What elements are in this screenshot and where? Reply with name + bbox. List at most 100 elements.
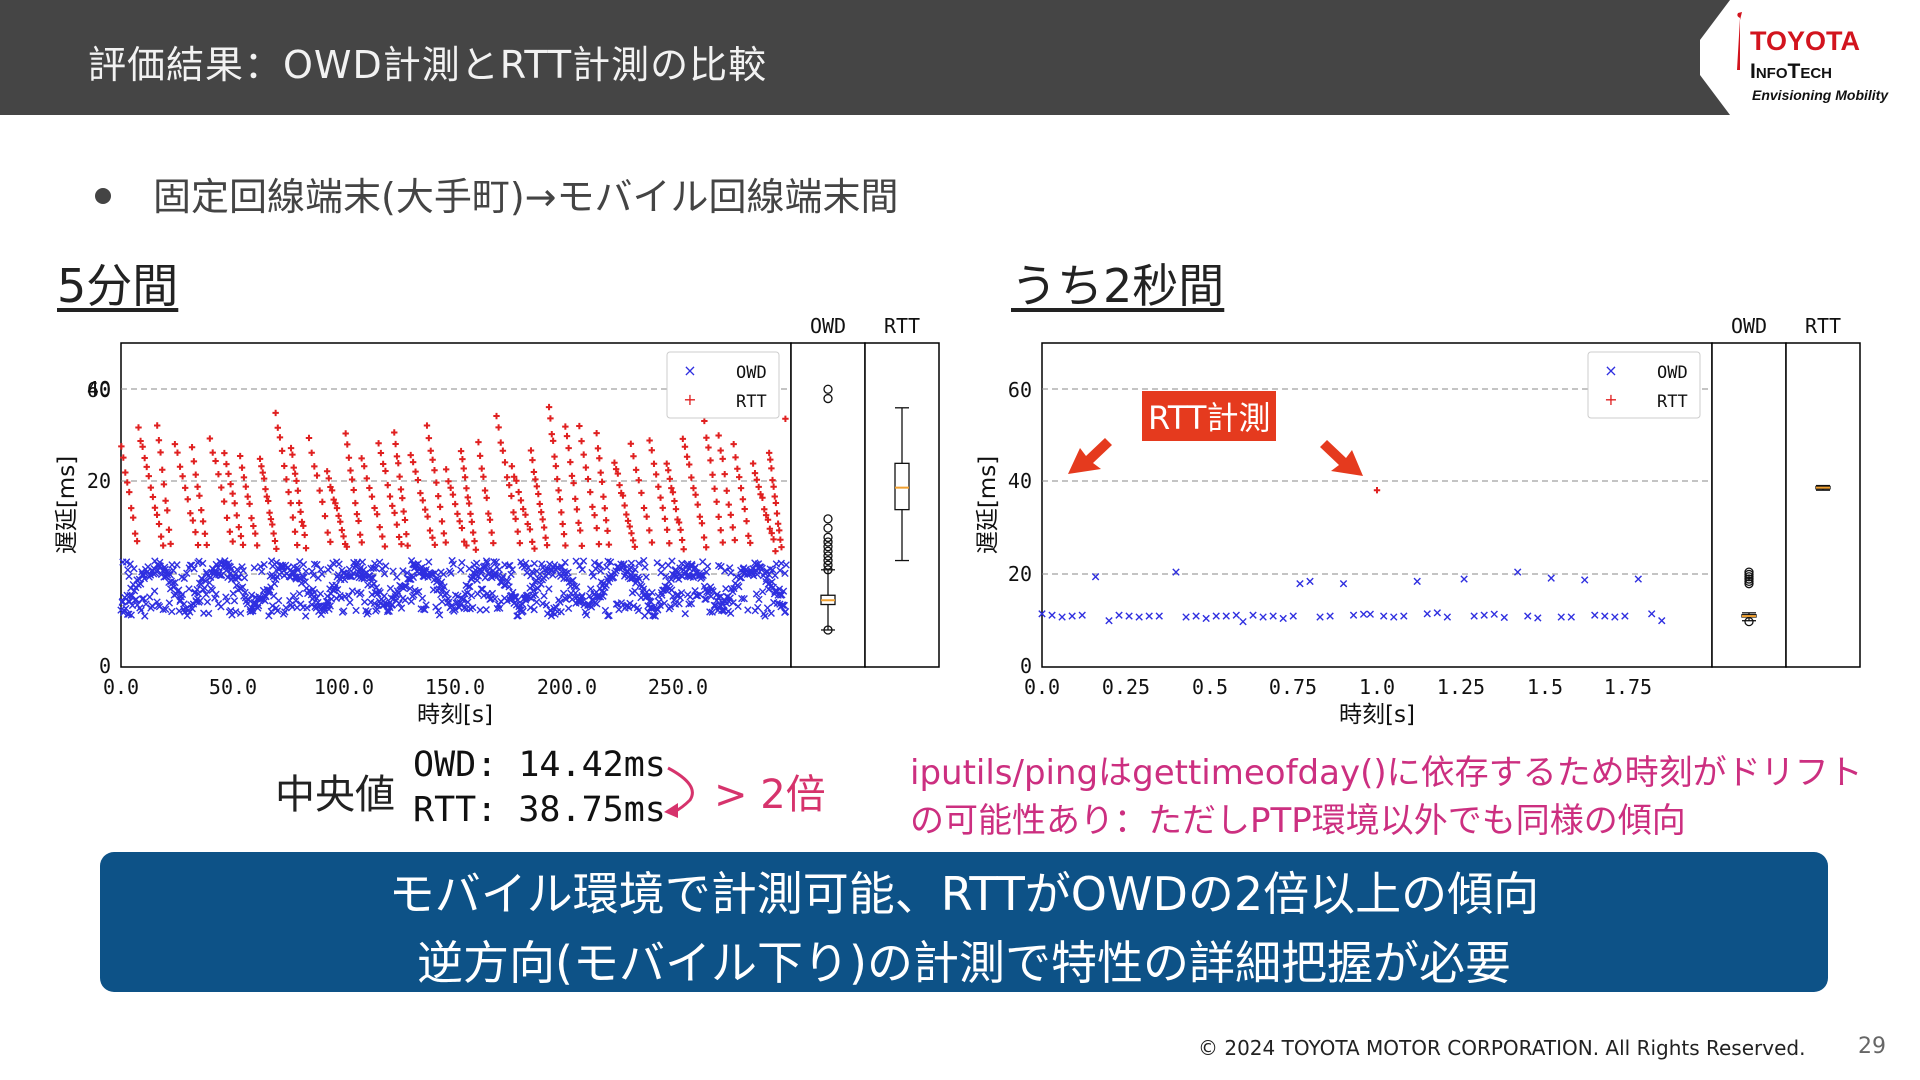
rtt-point [343, 543, 351, 550]
rtt-point [345, 454, 353, 461]
right-box-label-owd: OWD [1731, 314, 1767, 338]
rtt-point [762, 511, 770, 519]
owd-median: OWD: 14.42ms [413, 745, 666, 785]
owd-point [1547, 574, 1555, 582]
owd-point [726, 594, 734, 602]
owd-point [1212, 612, 1220, 620]
rtt-point [591, 511, 598, 519]
rtt-point [423, 422, 431, 429]
rtt-point [118, 443, 125, 450]
rtt-point [532, 476, 539, 483]
rtt-point [587, 488, 594, 496]
owd-point [141, 612, 149, 620]
owd-point [369, 574, 377, 582]
owd-point [473, 576, 481, 584]
rtt-point [231, 500, 238, 507]
owd-point [586, 585, 595, 593]
owd-point [389, 567, 397, 575]
rtt-point [572, 495, 579, 503]
rtt-point [490, 539, 497, 547]
owd-point [531, 591, 540, 599]
rtt-point [619, 492, 627, 499]
rtt-point [409, 458, 417, 466]
owd-point [522, 559, 530, 568]
owd-point [326, 564, 335, 572]
owd-point [127, 611, 135, 619]
rtt-point [524, 520, 531, 528]
owd-point [1433, 609, 1441, 617]
owd-point [477, 585, 486, 593]
owd-point [781, 569, 789, 578]
rtt-point [769, 476, 776, 484]
rtt-point [167, 540, 174, 548]
owd-point [1202, 614, 1210, 623]
rtt-point [262, 485, 269, 493]
owd-point [393, 573, 401, 581]
rtt-point [358, 455, 365, 462]
rtt-point [165, 526, 173, 533]
rtt-point [535, 490, 542, 498]
owd-point [278, 561, 287, 570]
rtt-point [433, 479, 440, 486]
owd-point [372, 564, 380, 572]
rtt-point [467, 510, 474, 518]
rtt-point [335, 512, 342, 520]
owd-point [383, 607, 392, 616]
left-xtick: 0.0 [103, 675, 139, 699]
rtt-point [595, 540, 603, 548]
box-outlier [823, 560, 833, 570]
rtt-point [741, 505, 748, 513]
owd-point [1400, 612, 1408, 620]
owd-point [180, 600, 188, 608]
rtt-point [159, 542, 167, 549]
rtt-point [681, 443, 689, 450]
owd-point [735, 582, 743, 591]
rtt-point [239, 541, 247, 549]
rtt-point [151, 504, 159, 511]
owd-point [1239, 617, 1247, 626]
owd-point [1621, 612, 1629, 620]
rtt-point [218, 484, 225, 491]
rtt-point [296, 499, 303, 507]
box-outlier [823, 551, 833, 561]
rtt-point [757, 490, 764, 498]
rtt-point [563, 432, 571, 440]
rtt-point [679, 435, 687, 443]
rtt-point [567, 458, 574, 466]
rtt-point [276, 434, 284, 441]
right-chart-title: うち2秒間 [1011, 259, 1225, 313]
owd-point [542, 601, 551, 609]
owd-point [472, 559, 481, 567]
left-boxplots [820, 384, 910, 635]
owd-point [767, 609, 775, 617]
rtt-point [657, 494, 664, 501]
owd-point [604, 612, 612, 620]
rtt-point [457, 447, 465, 455]
rtt-point [384, 481, 391, 489]
rtt-point [683, 453, 691, 460]
owd-point [687, 599, 696, 608]
owd-point [229, 589, 237, 598]
owd-point [370, 599, 379, 608]
rtt-point [407, 451, 414, 459]
owd-point [589, 572, 598, 580]
rtt-point [575, 519, 582, 527]
rtt-point [250, 522, 257, 530]
owd-point [301, 578, 309, 586]
rtt-point [694, 501, 701, 508]
owd-point [194, 589, 203, 598]
right-legend: × OWD + RTT [1587, 351, 1701, 419]
rtt-point [366, 484, 373, 492]
rtt-point [298, 518, 306, 526]
owd-point [1105, 617, 1113, 625]
rtt-point [531, 545, 538, 552]
owd-point [439, 570, 448, 578]
rtt-point [533, 483, 541, 490]
owd-point [166, 571, 174, 579]
owd-point [674, 575, 683, 583]
right-xtick: 0.5 [1192, 675, 1228, 699]
rtt-point [460, 465, 467, 472]
rtt-point [342, 430, 349, 437]
owd-point [641, 563, 649, 571]
owd-point [199, 559, 207, 568]
